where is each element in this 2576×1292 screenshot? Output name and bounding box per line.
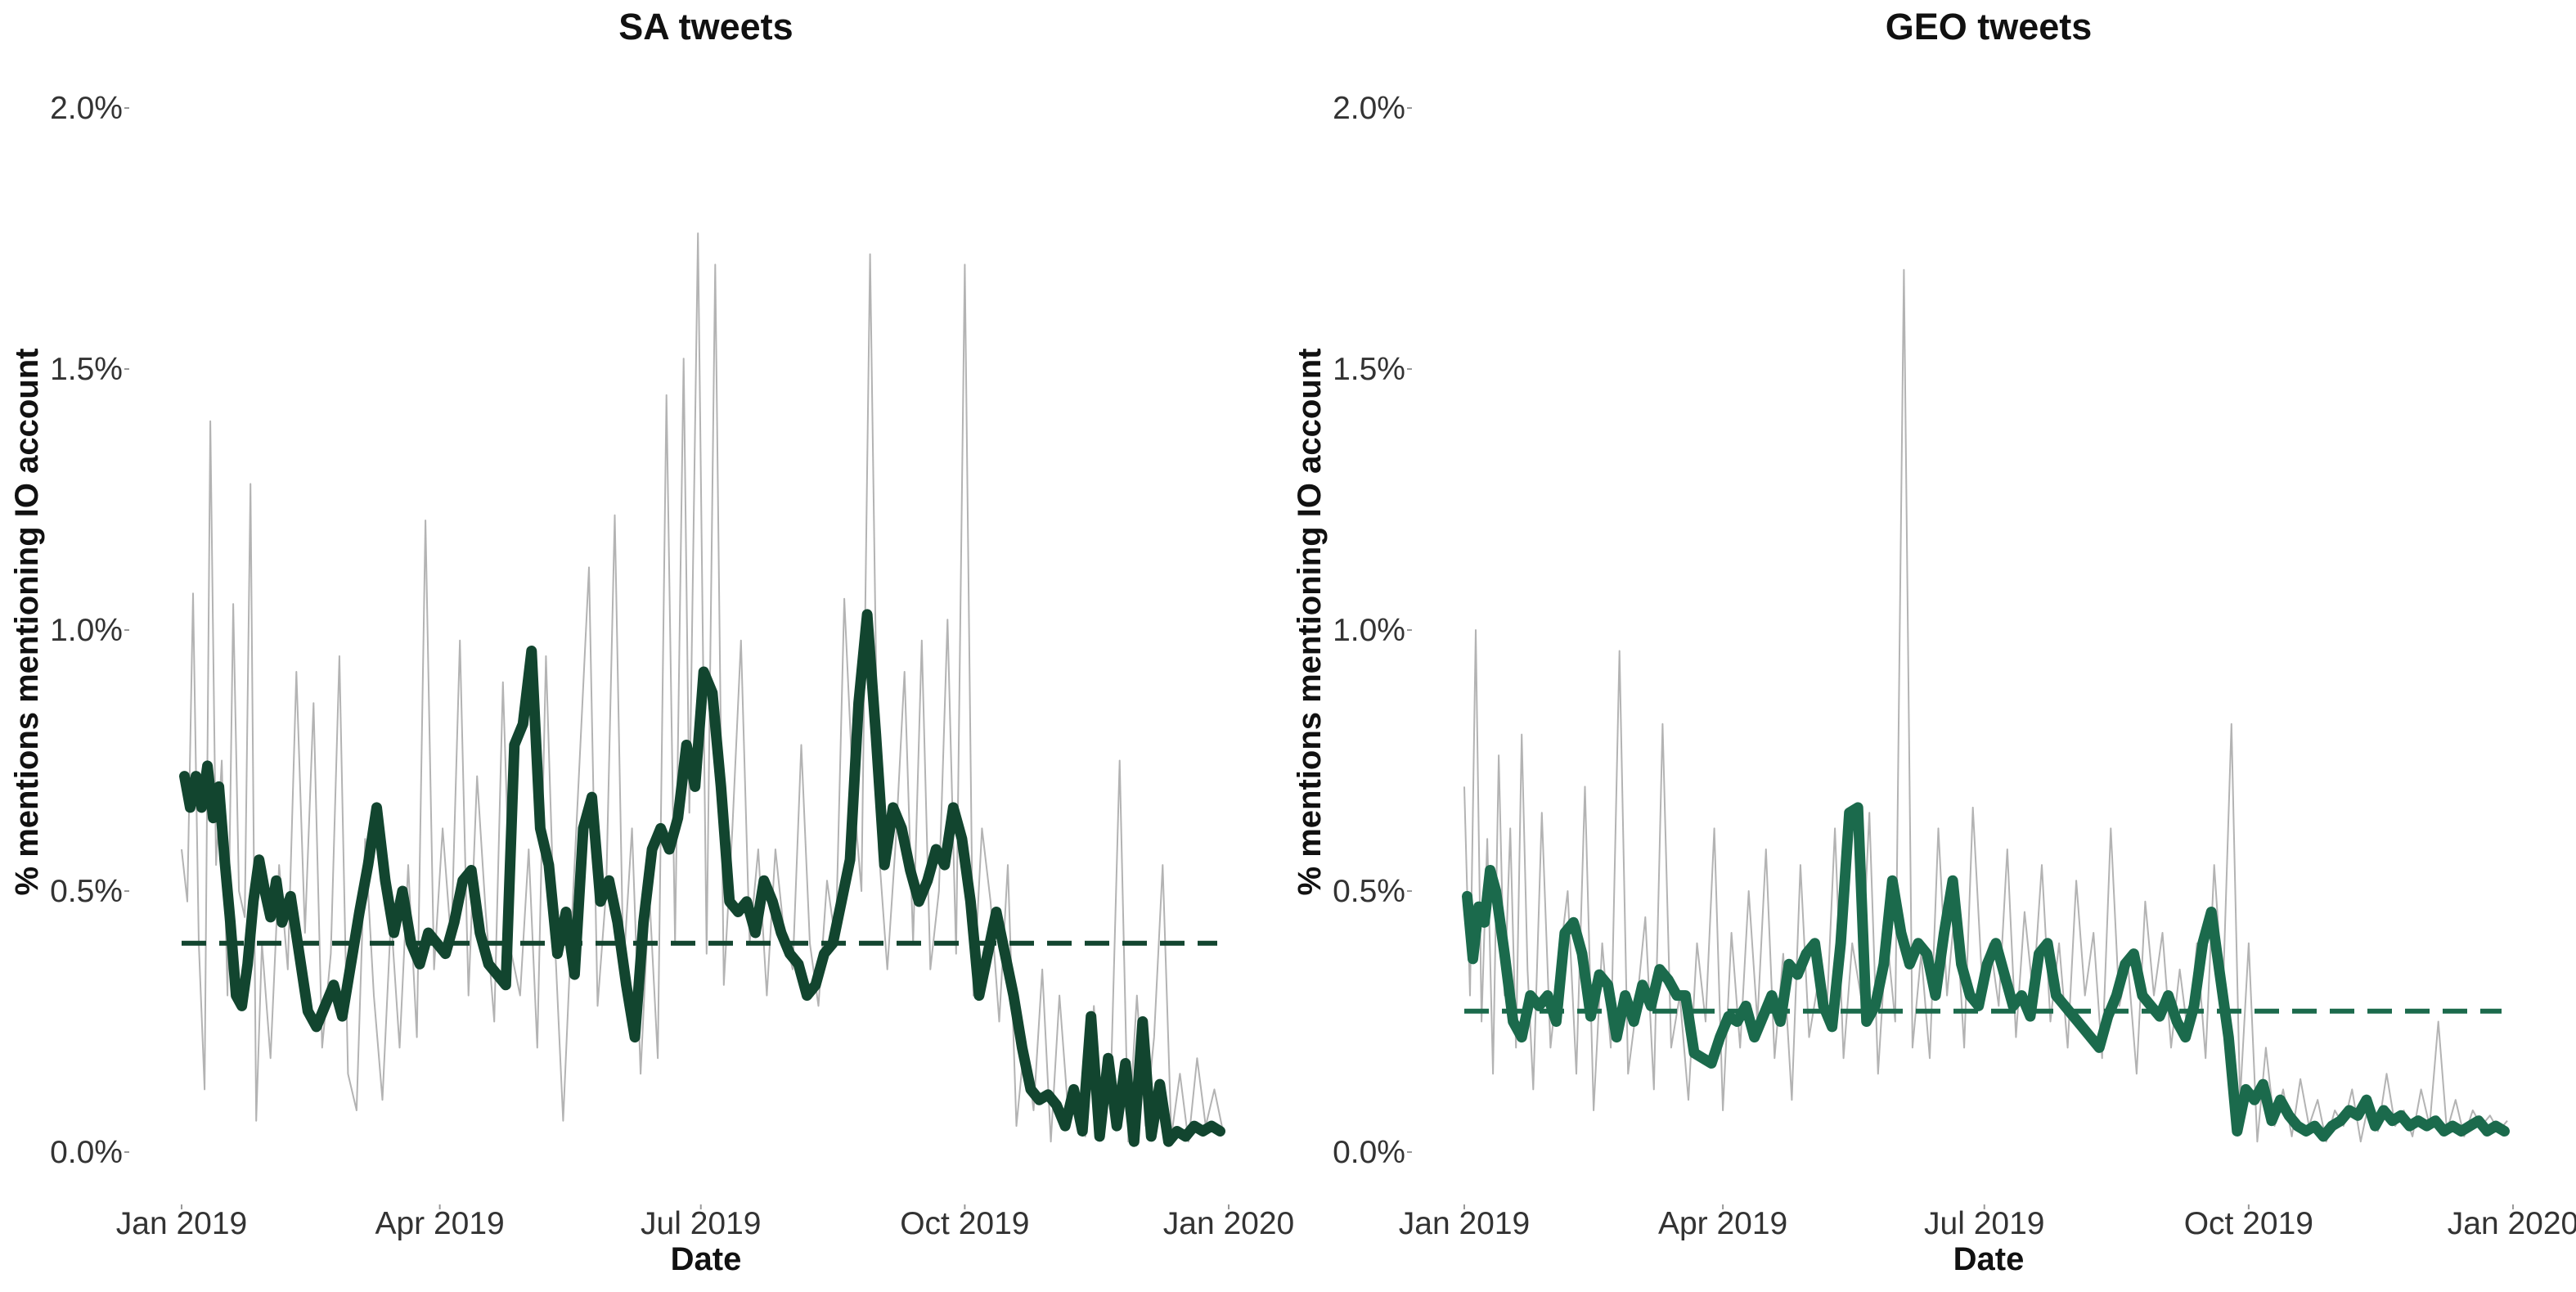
x-axis-title: Date [1953,1241,2025,1277]
panel-sa: SA tweets Date % mentions mentioning IO … [9,6,1294,1277]
smoothed-series-line [179,609,1225,1147]
x-tick-label: Jan 2020 [2448,1206,2576,1241]
x-axis-title: Date [671,1241,742,1277]
x-tick-label: Jan 2019 [1399,1206,1530,1241]
panel-geo: GEO tweets Date % mentions mentioning IO… [1292,6,2576,1277]
y-tick-label: 0.0% [1333,1135,1405,1170]
y-axis-title: % mentions mentioning IO account [1292,349,1328,896]
x-tick-label: Oct 2019 [900,1206,1029,1241]
x-tick-label: Jul 2019 [641,1206,761,1241]
y-tick-label: 1.0% [1333,613,1405,648]
x-tick-label: Jan 2020 [1163,1206,1294,1241]
y-tick-label: 1.0% [50,613,123,648]
y-axis-title: % mentions mentioning IO account [9,349,45,896]
x-tick-label: Jul 2019 [1924,1206,2044,1241]
y-tick-label: 0.5% [1333,874,1405,909]
y-tick-label: 1.5% [1333,352,1405,387]
x-tick-label: Apr 2019 [1658,1206,1787,1241]
y-tick-label: 2.0% [50,91,123,126]
panel-title: GEO tweets [1886,6,2093,47]
x-tick-label: Oct 2019 [2184,1206,2313,1241]
y-tick-label: 1.5% [50,352,123,387]
y-tick-label: 0.0% [50,1135,123,1170]
panel-title: SA tweets [618,6,793,47]
x-tick-label: Jan 2019 [116,1206,247,1241]
smoothed-series-line [1462,802,2510,1142]
y-tick-label: 2.0% [1333,91,1405,126]
daily-series-line [181,232,1224,1143]
x-tick-label: Apr 2019 [375,1206,504,1241]
y-tick-label: 0.5% [50,874,123,909]
